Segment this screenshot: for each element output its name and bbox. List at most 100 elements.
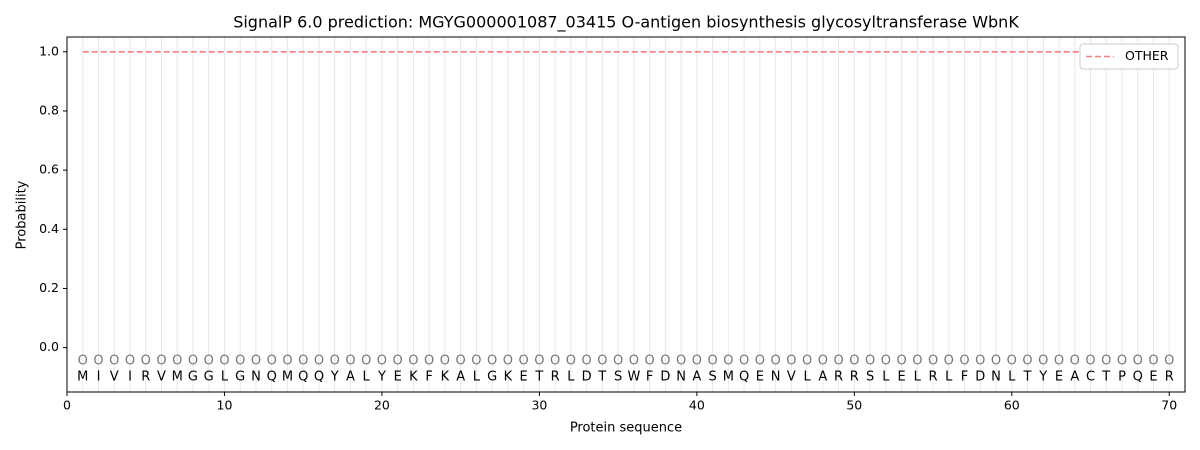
predicted-label: O [1133,354,1143,369]
residue-label: E [897,370,905,385]
residue-label: F [961,370,968,385]
predicted-label: O [786,354,796,369]
predicted-label: O [235,354,245,369]
residue-label: M [282,370,293,385]
predicted-label: O [519,354,529,369]
predicted-label: O [676,354,686,369]
residue-label: S [708,370,716,385]
residue-label: R [834,370,843,385]
residue-label: A [346,370,355,385]
residue-label: S [866,370,874,385]
residue-label: Y [1038,370,1047,385]
residue-label: R [141,370,150,385]
predicted-label: O [613,354,623,369]
x-tick-label: 60 [1004,398,1020,413]
predicted-label: O [440,354,450,369]
predicted-label: O [172,354,182,369]
residue-label: L [882,370,890,385]
predicted-label: O [755,354,765,369]
x-tick-label: 70 [1161,398,1177,413]
legend-label: OTHER [1125,48,1169,63]
residue-label: D [660,370,670,385]
residue-label: N [676,370,686,385]
predicted-label: O [456,354,466,369]
residue-label: C [1086,370,1095,385]
predicted-label: O [345,354,355,369]
legend-box [1079,43,1179,70]
residue-label: T [1101,370,1110,385]
predicted-label: O [645,354,655,369]
predicted-label: O [78,354,88,369]
residue-label: L [363,370,371,385]
residue-label: K [441,370,450,385]
predicted-label: O [393,354,403,369]
residue-label: L [914,370,922,385]
predicted-label: O [1070,354,1080,369]
residue-label: F [646,370,653,385]
residue-label: A [818,370,827,385]
residue-label: R [1165,370,1174,385]
predicted-label: O [424,354,434,369]
residue-label: K [504,370,513,385]
residue-label: N [251,370,261,385]
residue-label: L [803,370,811,385]
residue-label: N [991,370,1001,385]
residue-label: Y [377,370,386,385]
predicted-label: O [770,354,780,369]
residue-label: Q [314,370,324,385]
predicted-label: O [629,354,639,369]
predicted-label: O [1164,354,1174,369]
residue-label: S [614,370,622,385]
residue-label: A [1070,370,1079,385]
predicted-label: O [959,354,969,369]
residue-label: L [1008,370,1016,385]
residue-label: M [172,370,183,385]
predicted-label: O [471,354,481,369]
residue-label: D [582,370,592,385]
residue-label: Q [298,370,308,385]
predicted-label: O [141,354,151,369]
predicted-label: O [818,354,828,369]
residue-label: V [787,370,796,385]
residue-label: Q [1133,370,1143,385]
x-tick-label: 0 [63,398,71,413]
y-tick-label: 0.8 [39,102,59,117]
residue-label: E [1149,370,1157,385]
predicted-label: O [802,354,812,369]
predicted-label: O [597,354,607,369]
predicted-label: O [1101,354,1111,369]
residue-label: T [597,370,606,385]
predicted-label: O [881,354,891,369]
predicted-label: O [125,354,135,369]
residue-label: E [520,370,528,385]
x-tick-label: 30 [531,398,547,413]
y-tick-label: 0.6 [39,162,59,177]
predicted-label: O [361,354,371,369]
predicted-label: O [896,354,906,369]
residue-label: G [204,370,214,385]
residue-label: E [394,370,402,385]
predicted-label: O [1117,354,1127,369]
predicted-label: O [582,354,592,369]
predicted-label: O [550,354,560,369]
residue-label: G [235,370,245,385]
x-axis-label: Protein sequence [570,421,682,436]
predicted-label: O [833,354,843,369]
predicted-label: O [298,354,308,369]
predicted-label: O [503,354,513,369]
predicted-label: O [1085,354,1095,369]
y-tick-label: 0.4 [39,221,59,236]
plot-frame [66,36,1186,393]
predicted-label: O [534,354,544,369]
predicted-label: O [912,354,922,369]
residue-label: Y [330,370,339,385]
residue-label: G [487,370,497,385]
predicted-label: O [1007,354,1017,369]
residue-label: A [692,370,701,385]
x-tick-label: 40 [689,398,705,413]
residue-label: Q [739,370,749,385]
residue-label: R [850,370,859,385]
predicted-label: O [330,354,340,369]
residue-label: T [1023,370,1032,385]
